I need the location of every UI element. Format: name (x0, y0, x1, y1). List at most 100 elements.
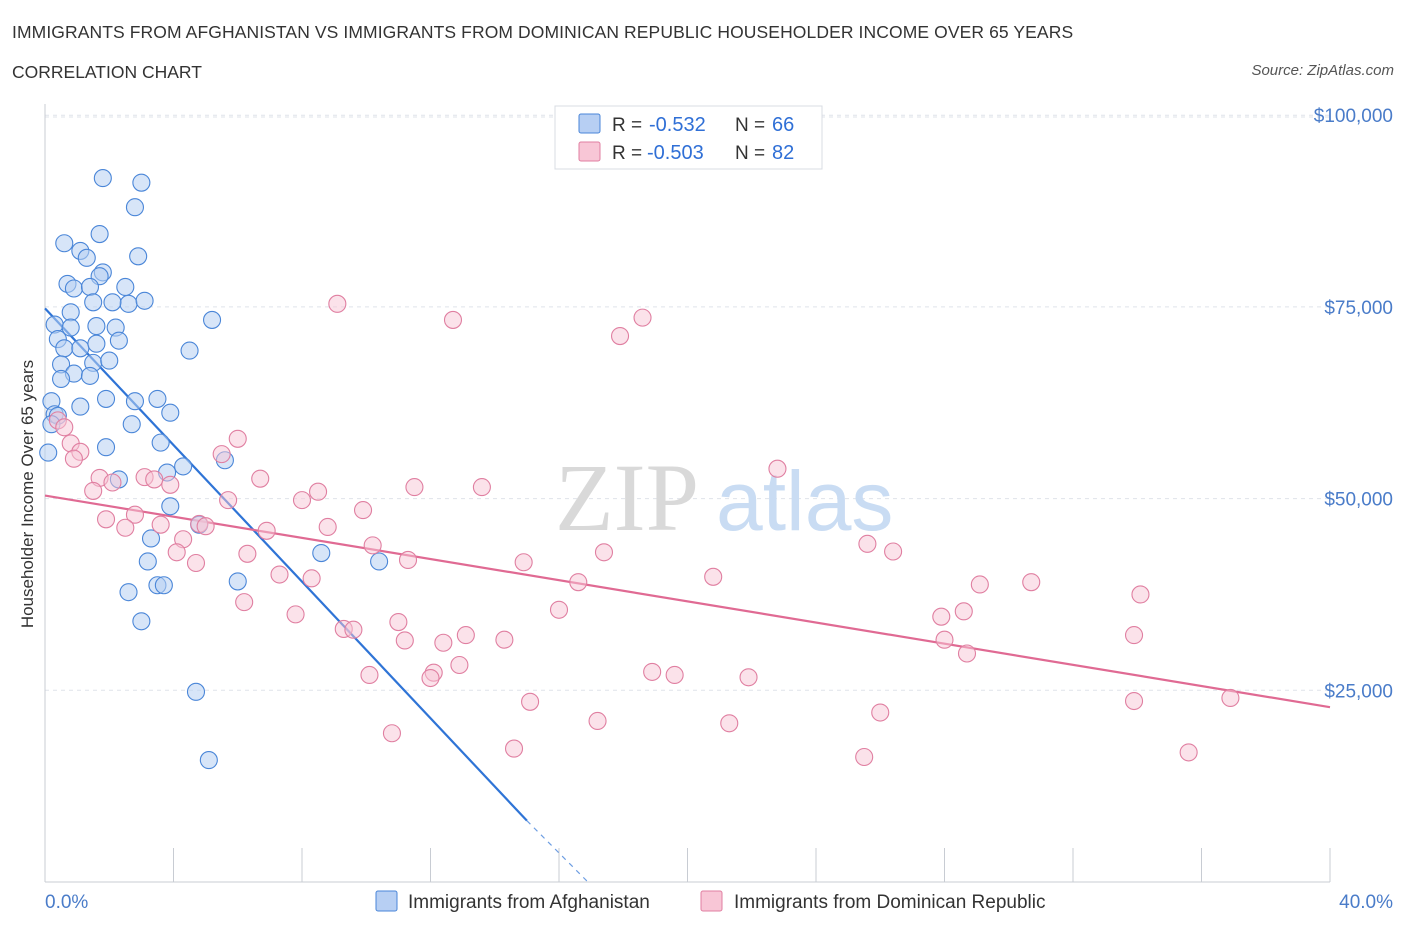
afghanistan-point-17 (135, 291, 154, 310)
dominican-point-20 (84, 481, 103, 500)
dominican-point-58 (456, 626, 475, 645)
watermark-zip: ZIP (555, 444, 699, 551)
series-legend-swatch-dominican (700, 890, 723, 912)
afghanistan-point-63 (100, 351, 119, 370)
dominican-point-42 (186, 553, 206, 573)
dominican-point-23 (219, 491, 238, 510)
legend-n-value-afghanistan: 66 (772, 114, 794, 136)
afghanistan-point-6 (129, 247, 148, 266)
afghanistan-point-62 (71, 397, 90, 416)
dominican-point-37 (238, 544, 257, 563)
afghanistan-point-43 (96, 438, 116, 457)
dominican-point-5 (55, 418, 74, 437)
dominican-point-51 (549, 600, 569, 619)
afghanistan-point-26 (55, 339, 74, 358)
dominican-point-75 (588, 711, 607, 731)
x-tick-label-min: 0.0% (45, 892, 88, 913)
dominican-point-36 (167, 543, 186, 562)
legend-n-label-dominican: N = (735, 143, 765, 164)
y-tick-label-1: $50,000 (1324, 490, 1393, 511)
dominican-point-76 (871, 703, 890, 722)
afghanistan-point-51 (141, 529, 161, 548)
dominican-point-67 (643, 662, 662, 681)
dominican-point-43 (270, 565, 289, 584)
trend-line-afghanistan-extension (526, 820, 589, 883)
dominican-point-57 (344, 620, 363, 639)
dominican-point-29 (196, 517, 215, 536)
dominican-point-48 (970, 575, 989, 594)
legend-r-label-afghanistan: R = (612, 115, 642, 136)
series-legend-swatch-afghanistan (375, 890, 398, 912)
afghanistan-point-61 (199, 751, 218, 770)
dominican-point-70 (421, 668, 440, 688)
dominican-point-53 (286, 605, 305, 624)
dominican-point-74 (1221, 688, 1240, 708)
afghanistan-point-12 (80, 277, 100, 297)
dominican-point-31 (257, 521, 276, 540)
dominican-point-32 (318, 517, 337, 537)
dominican-point-61 (434, 633, 453, 652)
afghanistan-point-44 (39, 443, 58, 462)
afghanistan-points (39, 169, 389, 770)
dominican-point-44 (302, 569, 321, 588)
afghanistan-point-37 (125, 392, 144, 411)
legend-r-label-dominican: R = (612, 143, 642, 164)
y-tick-label-2: $75,000 (1324, 298, 1393, 319)
x-tick-label-max: 40.0% (1339, 892, 1393, 913)
dominican-point-24 (353, 501, 373, 520)
dominican-point-35 (858, 534, 877, 553)
y-tick-label-0: $25,000 (1324, 681, 1393, 702)
dominican-point-62 (495, 630, 514, 649)
afghanistan-point-41 (122, 415, 141, 434)
chart-title: IMMIGRANTS FROM AFGHANISTAN VS IMMIGRANT… (12, 22, 1074, 42)
dominican-point-3 (610, 326, 630, 346)
afghanistan-point-3 (90, 225, 109, 244)
y-tick-label-3: $100,000 (1314, 106, 1393, 127)
dominican-point-1 (443, 310, 463, 329)
afghanistan-point-49 (161, 497, 180, 516)
afghanistan-point-15 (84, 293, 103, 312)
dominican-point-80 (855, 747, 874, 767)
afghanistan-point-1 (132, 173, 151, 192)
dominican-point-77 (720, 714, 739, 733)
afghanistan-point-16 (119, 294, 138, 313)
dominican-point-27 (151, 515, 170, 534)
afghanistan-point-34 (96, 389, 116, 408)
dominican-point-6 (228, 429, 247, 448)
dominican-point-63 (935, 630, 954, 649)
dominican-point-41 (514, 553, 533, 572)
legend-r-value-afghanistan: -0.532 (649, 114, 706, 136)
afghanistan-point-52 (312, 543, 331, 563)
dominican-point-34 (363, 536, 382, 555)
y-tick-labels: $25,000 $50,000 $75,000 $100,000 (1314, 106, 1393, 702)
dominican-point-78 (382, 724, 402, 743)
legend-r-value-dominican: -0.503 (647, 142, 704, 164)
afghanistan-point-46 (174, 457, 193, 476)
dominican-point-60 (395, 631, 414, 650)
legend-swatch-dominican (578, 141, 601, 162)
afghanistan-point-32 (80, 366, 100, 385)
dominican-point-11 (768, 459, 787, 478)
dominican-point-72 (521, 692, 540, 711)
afghanistan-point-13 (116, 277, 135, 297)
dominican-point-54 (932, 607, 951, 626)
dominican-point-68 (665, 665, 684, 685)
dominican-point-39 (884, 542, 903, 561)
dominican-point-38 (594, 543, 614, 562)
dominican-point-30 (116, 518, 135, 537)
dominican-point-64 (957, 644, 977, 663)
y-axis-label: Householder Income Over 65 years (18, 360, 37, 628)
correlation-legend: R = -0.532 N = 66 R = -0.503 N = 82 (554, 105, 823, 170)
afghanistan-point-59 (132, 612, 151, 631)
afghanistan-point-18 (103, 293, 122, 312)
dominican-point-52 (954, 602, 973, 621)
dominican-point-47 (1022, 573, 1041, 592)
dominican-point-40 (398, 550, 418, 569)
dominican-point-26 (96, 510, 116, 529)
afghanistan-point-11 (64, 279, 83, 298)
afghanistan-point-33 (52, 369, 71, 389)
dominican-point-22 (292, 491, 312, 510)
chart-subtitle: CORRELATION CHART (12, 62, 202, 82)
watermark-atlas: atlas (716, 454, 893, 548)
dominican-point-69 (360, 665, 379, 685)
